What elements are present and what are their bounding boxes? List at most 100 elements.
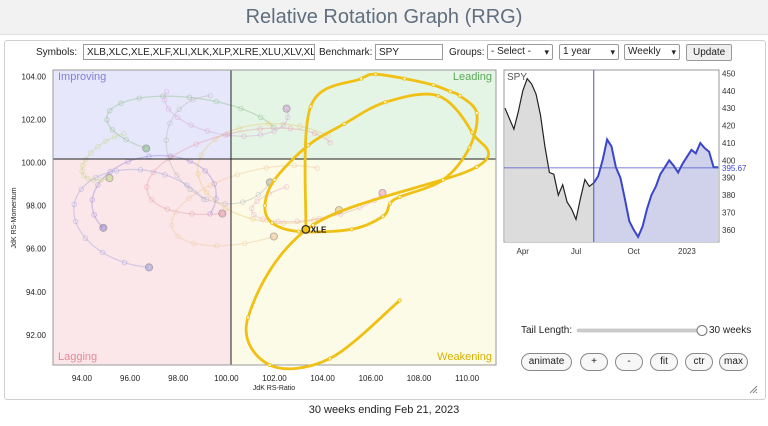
background-tail-point [207, 92, 214, 99]
background-tail [165, 95, 271, 205]
background-tail-point [327, 140, 333, 146]
xle-tail-layer[interactable]: XLE [244, 72, 491, 371]
background-tail-point [104, 117, 110, 123]
background-tail-point [203, 196, 210, 203]
x-tick-label: 108.00 [407, 374, 432, 383]
y-tick-label: 100.00 [22, 159, 47, 168]
y-tick-label: 92.00 [26, 331, 47, 340]
background-tail-point [283, 184, 290, 190]
background-tail-point [148, 197, 155, 203]
background-tail-point [121, 259, 128, 266]
background-tail-point [72, 218, 79, 225]
xle-tail-point [467, 145, 472, 150]
background-tail [81, 133, 124, 181]
background-tail-point [184, 182, 190, 188]
xle-tail-point [388, 201, 393, 206]
y-tick-label: 94.00 [26, 288, 47, 297]
center-button[interactable]: ctr [685, 353, 713, 371]
groups-select[interactable]: - Select - [487, 44, 553, 60]
background-tail-point [91, 212, 97, 218]
zoom-in-button[interactable]: + [580, 353, 608, 371]
background-tail-point [311, 217, 317, 223]
resize-grip-icon[interactable] [748, 384, 758, 394]
spy-y-tick-label: 450 [722, 69, 736, 78]
x-tick-label: 110.00 [455, 374, 479, 383]
background-tail-point [260, 216, 266, 222]
background-tail-point [212, 136, 219, 142]
background-tails [71, 88, 387, 272]
y-tick-label: 104.00 [22, 72, 47, 81]
background-tail-point [109, 127, 116, 133]
xle-tail-point [359, 76, 364, 81]
animate-button[interactable]: animate [521, 353, 572, 371]
background-tail-head [269, 232, 278, 241]
background-tail-point [137, 167, 144, 173]
zoom-out-button[interactable]: - [615, 353, 643, 371]
background-tail-point [291, 162, 297, 169]
xle-head-marker[interactable] [301, 224, 311, 234]
xle-tail-point [349, 227, 354, 232]
background-tail [91, 154, 217, 229]
background-tail-point [118, 100, 124, 106]
background-tail-head [99, 223, 108, 232]
background-tail [164, 91, 289, 137]
background-tail-point [167, 120, 173, 127]
toolbar: Symbols: XLB,XLC,XLE,XLF,XLI,XLK,XLP,XLR… [5, 41, 765, 65]
background-tail-point [150, 169, 157, 176]
fit-button[interactable]: fit [650, 353, 678, 371]
background-tail-point [162, 97, 168, 103]
background-tail-point [174, 172, 180, 178]
tail-length-value: 30 weeks [709, 325, 752, 336]
xle-tail-point [246, 315, 251, 320]
background-tail-point [191, 240, 197, 247]
background-tail-point [214, 243, 220, 249]
spy-current-value-label: 395.67 [722, 164, 747, 173]
update-button[interactable]: Update [686, 44, 732, 61]
background-tail [106, 95, 274, 150]
symbols-input[interactable]: XLB,XLC,XLE,XLF,XLI,XLK,XLP,XLRE,XLU,XLV… [83, 44, 315, 60]
background-tail-point [98, 177, 104, 183]
background-tail-point [213, 98, 220, 105]
background-tail-point [172, 209, 179, 216]
background-tail-point [314, 165, 320, 171]
background-tail-point [82, 235, 89, 241]
background-tail-point [242, 240, 248, 247]
background-tail-point [187, 186, 193, 193]
x-tick-label: 106.00 [359, 374, 384, 383]
xle-tail-point [272, 177, 277, 182]
background-tail-point [80, 172, 87, 179]
x-axis-label: JdK RS-Ratio [253, 385, 296, 392]
background-tail-point [89, 197, 96, 203]
background-tail-point [107, 107, 113, 114]
xle-tail-point [474, 164, 479, 169]
background-tail-point [144, 184, 150, 190]
benchmark-input[interactable]: SPY [375, 44, 443, 60]
xle-tail-point [380, 214, 385, 219]
background-tail-point [136, 95, 143, 101]
background-tail-head [218, 209, 227, 218]
spy-x-tick-label: Oct [627, 247, 640, 256]
background-tail-head [105, 174, 114, 183]
background-tail-point [234, 171, 241, 178]
background-tail-point [263, 165, 270, 171]
background-tail-head [142, 144, 151, 153]
period-select[interactable]: 1 year [559, 44, 619, 60]
background-tail-point [203, 189, 210, 196]
background-tail-point [99, 249, 106, 256]
background-tail-point [90, 177, 97, 183]
xle-label: XLE [311, 225, 327, 234]
background-tail-point [236, 125, 243, 131]
xle-tail-point [402, 76, 407, 81]
x-tick-label: 94.00 [72, 374, 93, 383]
spy-y-tick-label: 360 [722, 226, 736, 235]
max-button[interactable]: max [719, 353, 748, 371]
plot-border [52, 69, 497, 366]
xle-tail-point [457, 93, 462, 98]
y-axis-label: JdK RS-Momentum [11, 187, 18, 248]
xle-tail-point [270, 220, 275, 225]
interval-select[interactable]: Weekly [624, 44, 680, 60]
background-tail-point [238, 105, 244, 112]
background-tail-point [271, 128, 277, 134]
x-tick-labels: 94.00 96.00 98.00 100.00 102.00 104.00 106.00 1… [72, 374, 480, 383]
background-tail-point [251, 211, 257, 218]
